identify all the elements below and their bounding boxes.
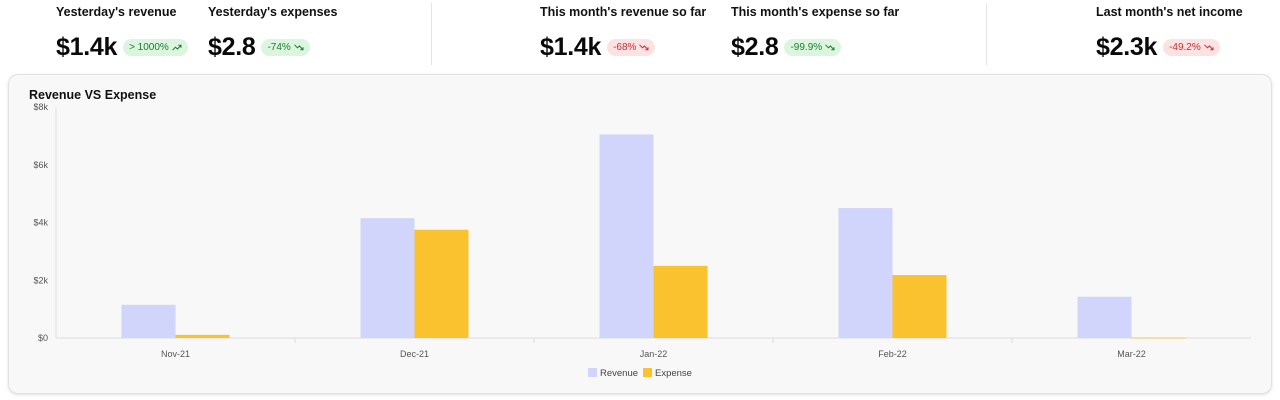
chart-title: Revenue VS Expense: [29, 88, 157, 102]
bar-revenue-jan-22: [599, 134, 654, 338]
kpi-value: $2.8: [208, 33, 256, 61]
kpi-divider: [986, 3, 987, 65]
legend-label-revenue: Revenue: [600, 368, 638, 379]
trend-up-icon: [171, 44, 182, 51]
bar-expense-dec-21: [414, 229, 469, 338]
y-tick-label: $8k: [33, 102, 48, 112]
badge-text: -74%: [267, 42, 291, 53]
y-tick-label: $2k: [33, 275, 48, 285]
bar-revenue-mar-22: [1077, 296, 1132, 338]
x-tick-label: Dec-21: [400, 349, 429, 359]
kpi-divider: [431, 3, 432, 65]
y-tick-label: $4k: [33, 218, 48, 228]
bar-expense-mar-22: [1131, 337, 1186, 339]
trend-down-icon: [639, 44, 649, 51]
kpi-label: This month's expense so far: [731, 5, 900, 19]
trend-down-icon: [293, 44, 304, 51]
bar-revenue-feb-22: [838, 208, 893, 338]
trend-down-icon: [1203, 44, 1214, 51]
trend-badge: -68%: [607, 39, 656, 56]
trend-badge: > 1000%: [123, 39, 188, 56]
bar-expense-feb-22: [892, 275, 947, 338]
x-tick-label: Feb-22: [878, 349, 907, 359]
kpi-value: $1.4k: [540, 33, 602, 61]
legend-swatch-expense: [643, 368, 652, 377]
y-tick-label: $0: [38, 333, 48, 343]
trend-badge: -99.9%: [784, 39, 842, 56]
legend-label-expense: Expense: [655, 368, 692, 379]
kpi-value: $1.4k: [56, 33, 118, 61]
badge-text: -99.9%: [790, 42, 823, 53]
legend-swatch-revenue: [588, 368, 597, 377]
y-tick-label: $6k: [33, 160, 48, 170]
kpi-value: $2.3k: [1096, 33, 1158, 61]
bar-expense-nov-21: [175, 334, 230, 338]
kpi-label: Last month's net income: [1096, 5, 1243, 19]
trend-badge: -74%: [261, 39, 310, 56]
revenue-expense-chart-card: Revenue VS Expense $0 $2k $4k $6k $8k Nov-21 D…: [8, 74, 1272, 394]
bar-revenue-dec-21: [360, 218, 415, 338]
revenue-expense-chart: $0 $2k $4k $6k $8k Nov-21 Dec-21 Jan-22 Feb-22 Ma…: [33, 102, 1251, 379]
kpi-label: This month's revenue so far: [540, 5, 707, 19]
kpi-value: $2.8: [731, 33, 779, 61]
x-tick-label: Jan-22: [640, 349, 668, 359]
x-tick-label: Mar-22: [1117, 349, 1146, 359]
badge-text: -49.2%: [1169, 42, 1201, 53]
bar-revenue-nov-21: [121, 304, 176, 338]
kpi-label: Yesterday's revenue: [56, 5, 177, 19]
kpi-label: Yesterday's expenses: [208, 5, 338, 19]
x-tick-label: Nov-21: [161, 349, 190, 359]
badge-text: > 1000%: [129, 42, 169, 53]
bar-expense-jan-22: [653, 265, 708, 338]
trend-down-icon: [825, 44, 835, 51]
badge-text: -68%: [613, 42, 637, 53]
trend-badge: -49.2%: [1163, 39, 1220, 56]
